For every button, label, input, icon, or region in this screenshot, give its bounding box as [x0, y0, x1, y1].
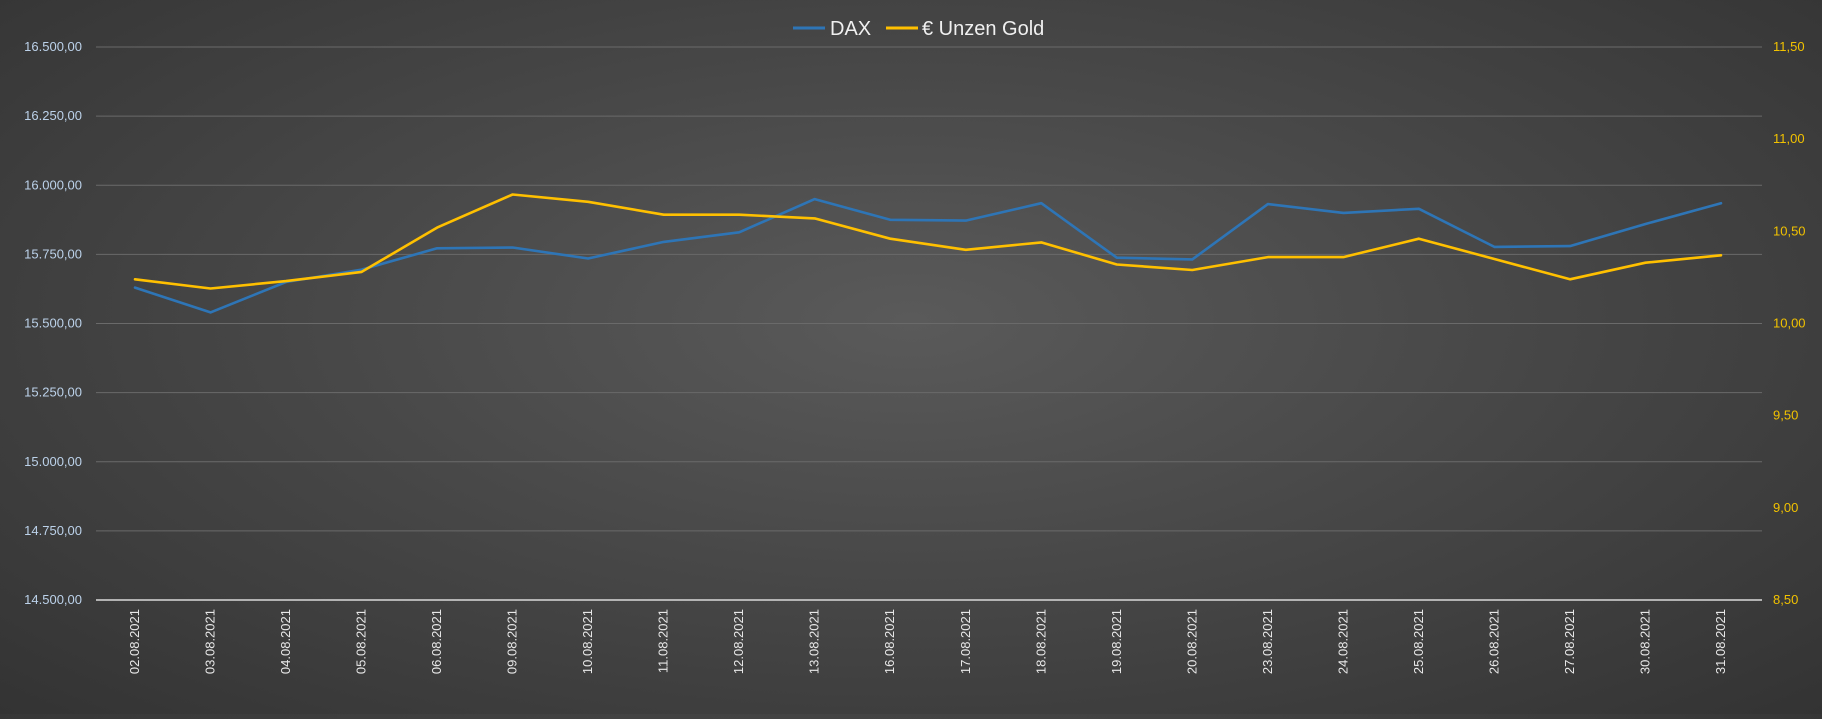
legend: DAX € Unzen Gold: [793, 18, 1044, 40]
y-right-tick-label: 10,50: [1773, 223, 1806, 238]
x-tick-label: 10.08.2021: [580, 609, 595, 674]
x-tick-label: 24.08.2021: [1335, 609, 1350, 674]
y-right-tick-label: 8,50: [1773, 592, 1798, 607]
y-left-tick-label: 14.500,00: [24, 592, 82, 607]
x-tick-label: 02.08.2021: [127, 609, 142, 674]
legend-label: DAX: [830, 18, 871, 40]
y-left-tick-label: 16.250,00: [24, 108, 82, 123]
x-tick-label: 23.08.2021: [1260, 609, 1275, 674]
axes: 16.500,00 16.250,00 16.000,00 15.750,00 15.5…: [24, 39, 1805, 674]
x-tick-label: 12.08.2021: [731, 609, 746, 674]
x-tick-label: 18.08.2021: [1033, 609, 1048, 674]
y-left-tick-label: 16.500,00: [24, 39, 82, 54]
x-tick-label: 17.08.2021: [958, 609, 973, 674]
x-tick-label: 05.08.2021: [354, 609, 369, 674]
y-left-tick-label: 15.000,00: [24, 454, 82, 469]
x-tick-label: 20.08.2021: [1184, 609, 1199, 674]
y-left-tick-label: 15.500,00: [24, 316, 82, 331]
series-line: [133, 197, 1723, 314]
x-tick-label: 31.08.2021: [1713, 609, 1728, 674]
y-right-tick-label: 11,00: [1773, 131, 1805, 146]
y-right-tick-label: 9,00: [1773, 500, 1798, 515]
x-tick-label: 16.08.2021: [882, 609, 897, 674]
x-tick-label: 26.08.2021: [1486, 609, 1501, 674]
x-tick-label: 25.08.2021: [1411, 609, 1426, 674]
x-tick-label: 11.08.2021: [656, 609, 671, 673]
x-tick-label: 06.08.2021: [429, 609, 444, 674]
y-left-tick-label: 15.750,00: [24, 246, 82, 261]
series-lines: [133, 193, 1723, 314]
y-right-tick-label: 9,50: [1773, 408, 1798, 423]
legend-label: € Unzen Gold: [922, 18, 1044, 40]
y-left-tick-label: 16.000,00: [24, 177, 82, 192]
series-line: [133, 193, 1723, 290]
x-tick-label: 19.08.2021: [1109, 609, 1124, 674]
y-left-tick-label: 14.750,00: [24, 523, 82, 538]
gridlines: [96, 46, 1762, 532]
x-tick-label: 04.08.2021: [278, 609, 293, 674]
y-left-tick-label: 15.250,00: [24, 385, 82, 400]
x-tick-label: 09.08.2021: [505, 609, 520, 674]
x-tick-label: 30.08.2021: [1637, 609, 1652, 674]
y-right-tick-label: 11,50: [1773, 39, 1805, 54]
x-tick-label: 03.08.2021: [203, 609, 218, 674]
x-tick-label: 27.08.2021: [1562, 609, 1577, 674]
y-right-tick-label: 10,00: [1773, 316, 1806, 331]
x-tick-label: 13.08.2021: [807, 609, 822, 674]
